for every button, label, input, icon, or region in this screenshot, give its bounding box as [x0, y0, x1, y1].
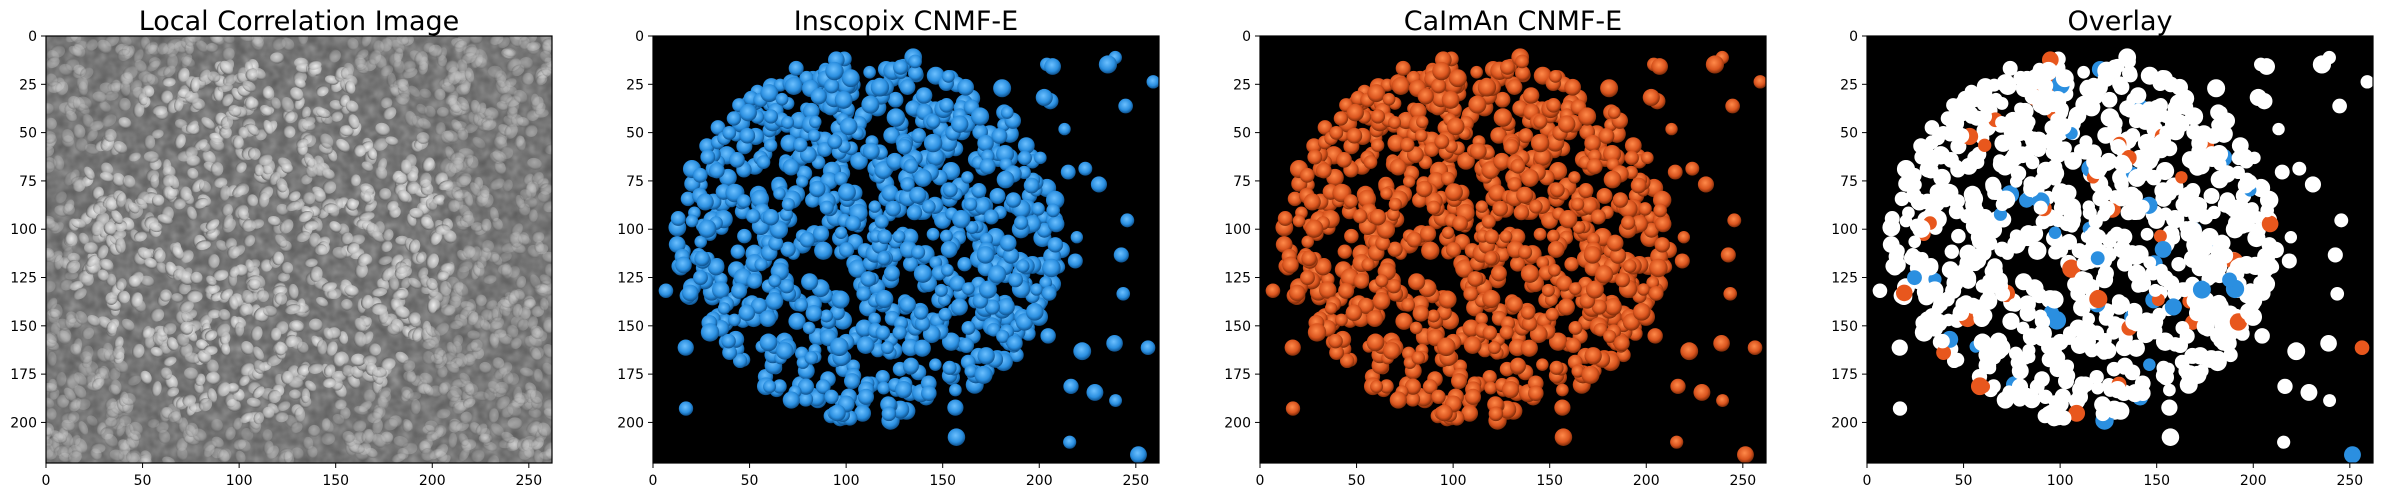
panel-title: Local Correlation Image — [139, 6, 460, 37]
x-tick-label: 250 — [515, 473, 542, 489]
x-tick-label: 50 — [1955, 473, 1973, 489]
panel-overlay: Overlay 0 50 100 150 200 250 0 25 50 75 100 125 150 17… — [1831, 6, 2374, 489]
x-tick-label: 100 — [1440, 473, 1467, 489]
y-tick-label: 75 — [19, 174, 37, 190]
x-tick-label: 150 — [2143, 473, 2170, 489]
x-tick-label: 0 — [1863, 473, 1872, 489]
y-tick-label: 100 — [617, 222, 644, 238]
axes-frame — [45, 35, 553, 464]
y-tick-label: 100 — [1224, 222, 1251, 238]
x-tick-label: 50 — [1348, 473, 1366, 489]
x-tick-label: 0 — [1256, 473, 1265, 489]
y-tick-label: 200 — [10, 415, 37, 431]
y-tick-label: 200 — [1831, 415, 1858, 431]
y-tick-label: 125 — [10, 271, 37, 287]
y-tick-label: 25 — [1233, 77, 1251, 93]
y-tick-label: 50 — [1840, 126, 1858, 142]
y-tick-label: 100 — [10, 222, 37, 238]
x-tick-label: 150 — [929, 473, 956, 489]
y-tick-label: 50 — [19, 126, 37, 142]
y-tick-label: 25 — [19, 77, 37, 93]
y-tick-label: 50 — [626, 126, 644, 142]
x-tick-label: 50 — [741, 473, 759, 489]
y-tick-label: 0 — [635, 29, 644, 45]
x-tick-label: 50 — [134, 473, 152, 489]
axes-frame — [1259, 35, 1767, 464]
panel-correlation: Local Correlation Image 0 50 100 150 200 250 0 2… — [10, 6, 553, 489]
x-tick-label: 150 — [322, 473, 349, 489]
y-tick-label: 100 — [1831, 222, 1858, 238]
y-tick-label: 150 — [1831, 319, 1858, 335]
y-tick-label: 75 — [1233, 174, 1251, 190]
axes-frame — [652, 35, 1160, 464]
x-tick-label: 200 — [2240, 473, 2267, 489]
x-tick-label: 250 — [1122, 473, 1149, 489]
x-tick-label: 100 — [226, 473, 253, 489]
image-area — [46, 36, 552, 463]
panel-title: Inscopix CNMF-E — [794, 6, 1018, 37]
y-tick-label: 125 — [617, 271, 644, 287]
image-area — [1867, 36, 2373, 463]
y-tick-label: 0 — [1849, 29, 1858, 45]
x-tick-label: 250 — [2336, 473, 2363, 489]
x-tick-label: 0 — [42, 473, 51, 489]
y-tick-label: 200 — [617, 415, 644, 431]
x-tick-label: 200 — [1026, 473, 1053, 489]
x-tick-label: 100 — [2047, 473, 2074, 489]
image-area — [653, 36, 1159, 463]
axes-frame — [1866, 35, 2374, 464]
x-tick-label: 250 — [1729, 473, 1756, 489]
y-tick-label: 175 — [617, 367, 644, 383]
y-tick-label: 25 — [1840, 77, 1858, 93]
y-tick-label: 175 — [1831, 367, 1858, 383]
y-tick-label: 25 — [626, 77, 644, 93]
x-tick-label: 100 — [833, 473, 860, 489]
y-tick-label: 75 — [626, 174, 644, 190]
y-tick-label: 0 — [28, 29, 37, 45]
y-tick-label: 50 — [1233, 126, 1251, 142]
y-tick-label: 125 — [1831, 271, 1858, 287]
x-tick-label: 200 — [1633, 473, 1660, 489]
y-tick-label: 200 — [1224, 415, 1251, 431]
y-tick-label: 75 — [1840, 174, 1858, 190]
panel-caiman: CaImAn CNMF-E 0 50 100 150 200 250 0 25 50 75 100 12… — [1224, 6, 1767, 489]
y-tick-label: 175 — [1224, 367, 1251, 383]
x-tick-label: 150 — [1536, 473, 1563, 489]
x-tick-label: 200 — [419, 473, 446, 489]
image-area — [1260, 36, 1766, 463]
y-tick-label: 175 — [10, 367, 37, 383]
y-tick-label: 0 — [1242, 29, 1251, 45]
y-tick-label: 150 — [10, 319, 37, 335]
panel-title: Overlay — [2068, 6, 2173, 37]
y-tick-label: 150 — [617, 319, 644, 335]
x-tick-label: 0 — [649, 473, 658, 489]
panel-inscopix: Inscopix CNMF-E 0 50 100 150 200 250 0 25 50 75 100… — [617, 6, 1160, 489]
y-tick-label: 150 — [1224, 319, 1251, 335]
panel-title: CaImAn CNMF-E — [1404, 6, 1623, 37]
y-tick-label: 125 — [1224, 271, 1251, 287]
